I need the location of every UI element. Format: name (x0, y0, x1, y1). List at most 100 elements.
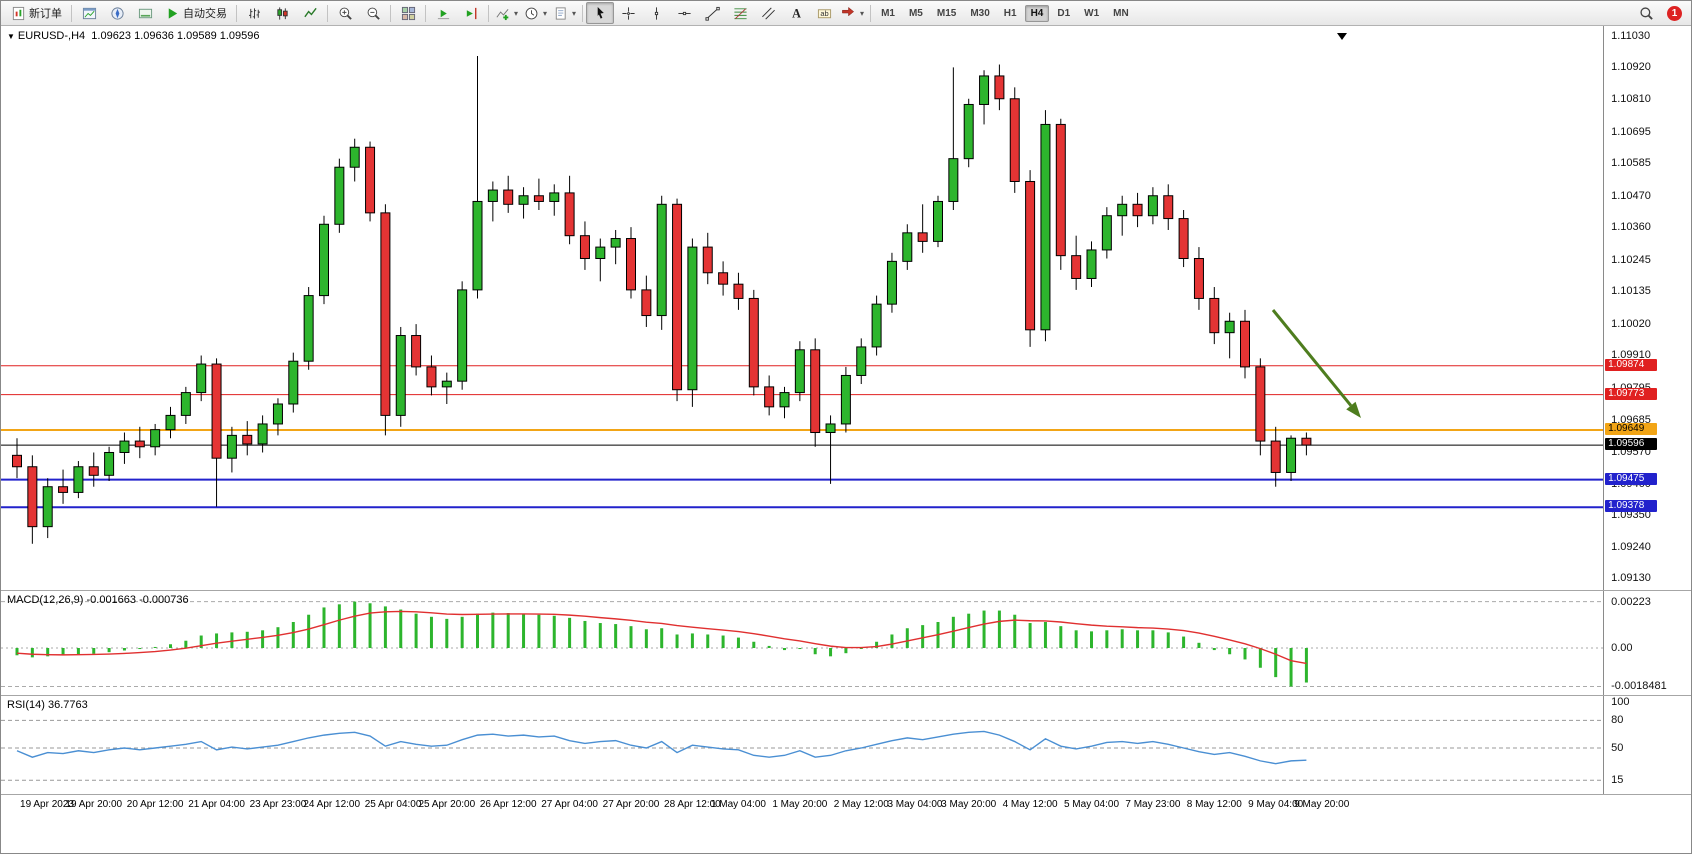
auto-trading-button[interactable]: 自动交易 (159, 2, 233, 24)
notification-badge[interactable]: 1 (1667, 5, 1682, 21)
arrows-icon (841, 6, 856, 21)
timeframe-m1[interactable]: M1 (881, 7, 895, 19)
price-axis-label: 1.10245 (1611, 253, 1651, 266)
vertical-line-tool-button[interactable] (642, 2, 670, 24)
toolbar-right: 1 (1632, 2, 1687, 24)
candlestick-chart-button[interactable] (268, 2, 296, 24)
macd-axis-label: 0.00223 (1611, 595, 1651, 608)
horizontal-lines (1, 365, 1604, 509)
tile-windows-button[interactable] (394, 2, 422, 24)
indicators-button[interactable]: ▾ (492, 2, 521, 24)
price-axis-label: 1.10920 (1611, 61, 1651, 74)
price-axis-label: 1.09130 (1611, 572, 1651, 584)
templates-button[interactable]: ▾ (550, 2, 579, 24)
timeframe-m5[interactable]: M5 (908, 7, 923, 19)
timeframe-h1[interactable]: H1 (1003, 7, 1017, 19)
time-axis-label: 19 Apr 20:00 (65, 799, 123, 810)
time-axis[interactable]: 19 Apr 2023 19 Apr 20:00 20 Apr 12:00 21 Ap… (1, 794, 1691, 853)
macd-plot[interactable]: MACD(12,26,9) -0.001663 -0.000736 (1, 591, 1604, 695)
price-axis-label: 1.09240 (1611, 540, 1651, 553)
macd-panel-row: MACD(12,26,9) -0.001663 -0.000736 0.0022… (1, 590, 1691, 695)
cursor-tool-button[interactable] (586, 2, 615, 24)
price-axis-label: 1.10695 (1611, 125, 1651, 138)
timeframe-m30[interactable]: M30 (970, 7, 990, 19)
trend-arrow-annotation[interactable] (1271, 309, 1361, 418)
line-chart-button[interactable] (296, 2, 324, 24)
navigator-icon (110, 6, 125, 21)
chart-shift-marker[interactable] (1337, 33, 1347, 40)
fibo-icon (733, 6, 748, 21)
zoomin-icon (338, 6, 353, 21)
chart-shift-button[interactable] (457, 2, 485, 24)
periods-button[interactable]: ▾ (521, 2, 550, 24)
indicators-icon (495, 6, 510, 21)
tile-icon (401, 6, 416, 21)
vline-icon (649, 6, 664, 21)
crosshair-tool-button[interactable] (614, 2, 642, 24)
timeframe-d1[interactable]: D1 (1057, 7, 1071, 19)
price-axis-label: 1.09350 (1611, 509, 1651, 522)
candles-icon (275, 6, 290, 21)
fibonacci-tool-button[interactable] (726, 2, 754, 24)
rsi-axis-label: 50 (1611, 742, 1624, 754)
timeframe-m15[interactable]: M15 (936, 7, 957, 19)
timeframe-w1[interactable]: W1 (1084, 7, 1100, 19)
macd-canvas[interactable] (1, 591, 1604, 695)
toolbar-separator (582, 4, 584, 22)
text-tool-button[interactable]: A (782, 2, 810, 24)
rsi-line (16, 730, 1307, 765)
rsi-axis-label: 80 (1611, 714, 1624, 727)
support-line-2-price-tag: 1.09378 (1605, 500, 1658, 513)
time-axis-label: 20 Apr 12:00 (126, 799, 184, 810)
charts-window-button[interactable] (75, 2, 103, 24)
price-axis-label: 1.10810 (1611, 92, 1651, 105)
rsi-canvas[interactable] (1, 696, 1604, 794)
toolbar-separator (327, 4, 328, 22)
trendline-tool-button[interactable] (698, 2, 726, 24)
bar-chart-button[interactable] (240, 2, 268, 24)
equidistant-channel-tool-button[interactable] (754, 2, 782, 24)
macd-label: MACD(12,26,9) -0.001663 -0.000736 (7, 594, 189, 606)
linechart-icon (303, 6, 318, 21)
terminal-button[interactable] (131, 2, 159, 24)
one-click-trading-toggle[interactable]: ▼ (7, 32, 15, 41)
rsi-plot[interactable]: RSI(14) 36.7763 (1, 696, 1604, 794)
navigator-button[interactable] (103, 2, 131, 24)
price-axis-label: 1.09910 (1611, 349, 1651, 362)
main-chart-plot[interactable]: ▼ EURUSD-,H4 1.09623 1.09636 1.09589 1.09… (1, 26, 1604, 590)
new-order-button[interactable]: 新订单 (5, 2, 68, 24)
zoom-out-button[interactable] (359, 2, 387, 24)
toolbar-separator (425, 4, 426, 22)
timeframe-h4[interactable]: H4 (1024, 4, 1050, 22)
price-axis-label: 1.10135 (1611, 285, 1651, 298)
channel-icon (761, 6, 776, 21)
timeframe-mn[interactable]: MN (1113, 7, 1129, 19)
cursor-icon (593, 6, 608, 21)
price-axis-label: 1.10360 (1611, 221, 1651, 234)
horizontal-line-tool-button[interactable] (670, 2, 698, 24)
price-axis-label: 1.11030 (1611, 30, 1651, 42)
time-axis-label: 25 Apr 04:00 (364, 799, 422, 810)
main-chart-row: ▼ EURUSD-,H4 1.09623 1.09636 1.09589 1.09… (1, 26, 1691, 590)
time-axis-label: 21 Apr 04:00 (188, 799, 245, 810)
rsi-axis-label: 15 (1611, 774, 1624, 787)
price-axis: 1.11030 1.10920 1.10810 1.10695 1.10585 1.104… (1603, 26, 1691, 590)
rsi-value: 36.7763 (47, 699, 88, 711)
support-line-1-price-tag: 1.09475 (1605, 472, 1658, 485)
main-chart-canvas[interactable] (1, 26, 1604, 590)
time-axis-label: 2 May 12:00 (833, 799, 889, 810)
chevron-down-icon: ▾ (572, 8, 577, 18)
toolbar-separator (71, 4, 72, 22)
arrows-tool-button[interactable]: ▾ (838, 2, 867, 24)
time-axis-label: 8 May 12:00 (1186, 799, 1242, 810)
zoomout-icon (366, 6, 381, 21)
svg-text:A: A (792, 6, 801, 20)
auto-scroll-button[interactable] (429, 2, 457, 24)
zoom-in-button[interactable] (331, 2, 359, 24)
text-label-tool-button[interactable]: ab (810, 2, 838, 24)
chevron-down-icon: ▾ (514, 8, 519, 18)
search-button[interactable] (1632, 2, 1660, 24)
time-axis-label: 3 May 04:00 (887, 799, 943, 810)
